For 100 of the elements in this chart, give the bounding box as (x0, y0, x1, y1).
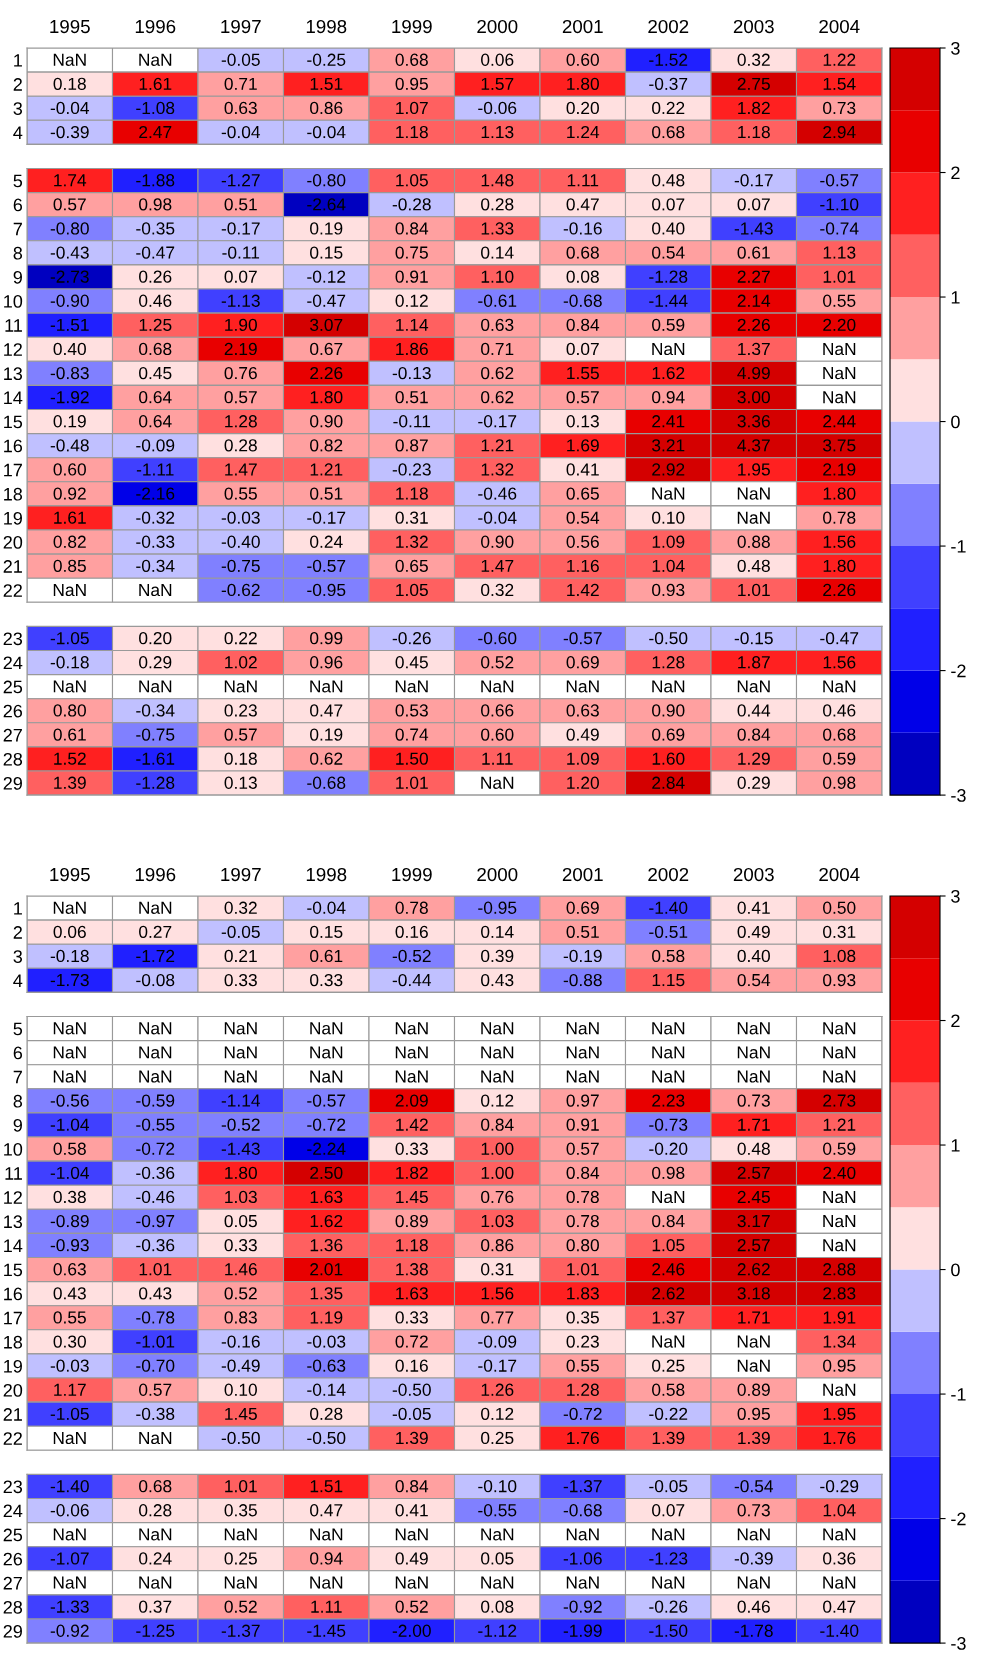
y-tick-label: 16 (4, 439, 23, 453)
data-label: -1.12 (478, 1624, 517, 1637)
data-label: 0.33 (395, 1311, 428, 1324)
data-label: 1.82 (738, 101, 770, 115)
color-bar-label: -1 (951, 540, 966, 553)
data-label: -1.43 (221, 1142, 260, 1155)
text: NaN (139, 1528, 172, 1541)
data-label: 0.20 (139, 632, 172, 645)
y-tick-label: 18 (4, 487, 23, 501)
text: NaN (823, 367, 856, 380)
text: NaN (481, 1070, 514, 1083)
data-label: 0.50 (823, 901, 856, 914)
data-label: 0.57 (566, 391, 599, 404)
data-label: -0.28 (392, 198, 431, 211)
data-label: 0.78 (566, 1214, 599, 1228)
data-label: 0.89 (395, 1214, 428, 1228)
data-label: 0.82 (53, 535, 86, 548)
text: NaN (139, 1432, 172, 1445)
data-label: 0.54 (566, 511, 600, 524)
data-label: -1.99 (563, 1624, 602, 1637)
data-label: 0.51 (310, 487, 343, 500)
data-label: -1.27 (221, 174, 260, 187)
data-label: 0.46 (823, 704, 856, 717)
data-label: -0.47 (307, 294, 346, 307)
text: NaN (823, 1215, 856, 1228)
data-label: 0.78 (395, 901, 428, 914)
y-tick-label: 10 (4, 294, 23, 308)
text: NaN (310, 1576, 343, 1589)
data-label: 1.28 (567, 1383, 599, 1396)
data-label: 1.76 (823, 1431, 856, 1445)
data-label: 1.62 (310, 1214, 343, 1228)
data-label: 0.21 (224, 949, 257, 963)
data-label: -0.56 (50, 1094, 89, 1107)
data-label: 0.52 (395, 1600, 428, 1613)
text: NaN (53, 1046, 86, 1059)
data-label: 0.56 (566, 535, 599, 548)
data-label: 0.58 (652, 949, 685, 963)
data-label: 0.68 (139, 1480, 172, 1493)
data-label: -0.74 (820, 222, 859, 235)
data-label: 1.37 (738, 342, 770, 356)
data-label: 3.75 (823, 439, 856, 452)
text: NaN (224, 1070, 257, 1083)
text: NaN (566, 1528, 599, 1541)
data-label: 1.48 (481, 174, 514, 187)
text: NaN (53, 680, 86, 693)
y-tick-label: 22 (3, 584, 22, 597)
y-tick-label: 21 (3, 1408, 22, 1421)
y-tick-label: 12 (4, 1191, 22, 1204)
text: NaN (652, 487, 685, 500)
data-label: 0.85 (53, 559, 86, 573)
data-label: 0.22 (652, 101, 685, 115)
data-label: 0.53 (395, 704, 428, 717)
y-tick-label: 29 (3, 776, 22, 790)
data-label: 0.37 (139, 1600, 172, 1613)
data-label: 0.14 (481, 925, 514, 939)
data-label: 1.39 (652, 1431, 685, 1445)
data-label: 1.60 (652, 752, 685, 765)
data-label: -0.23 (392, 463, 431, 476)
data-label: 0.92 (53, 487, 86, 500)
y-tick-label: 10 (4, 1142, 23, 1156)
data-label: 0.43 (139, 1287, 172, 1300)
data-label: 3.00 (737, 391, 770, 404)
data-label: -1.61 (136, 752, 175, 765)
text: NaN (139, 584, 172, 597)
x-tick-label: 2003 (733, 19, 774, 34)
text: NaN (823, 391, 856, 404)
data-label: -0.10 (478, 1480, 517, 1493)
data-label: 1.63 (396, 1287, 428, 1300)
data-label: 0.41 (737, 901, 770, 914)
data-label: 0.78 (566, 1190, 599, 1204)
data-label: 0.28 (139, 1504, 172, 1517)
data-label: 0.27 (139, 925, 172, 939)
data-label: 1.61 (139, 77, 172, 91)
data-label: 0.98 (139, 198, 172, 211)
data-label: 0.28 (224, 439, 257, 452)
data-label: -0.50 (221, 1431, 260, 1445)
data-label: 0.69 (652, 728, 685, 741)
data-label: 0.45 (395, 656, 428, 669)
text: NaN (53, 1576, 86, 1589)
data-label: 0.76 (224, 366, 257, 380)
data-label: 1.05 (652, 1239, 685, 1252)
data-label: 1.13 (823, 246, 856, 259)
data-label: 0.07 (737, 198, 770, 211)
data-label: 0.29 (737, 776, 770, 789)
data-label: 2.26 (737, 318, 770, 332)
data-label: -2.16 (136, 487, 175, 500)
data-label: -0.05 (649, 1480, 688, 1493)
data-label: 4.37 (737, 439, 770, 452)
data-label: 0.15 (310, 246, 343, 259)
y-tick-label: 27 (3, 1576, 22, 1590)
text: NaN (53, 53, 86, 66)
data-label: 1.32 (481, 463, 514, 476)
data-label: 0.90 (652, 704, 685, 717)
data-label: 0.05 (481, 1552, 514, 1565)
x-tick-label: 1998 (306, 19, 347, 34)
text: NaN (224, 1528, 257, 1541)
data-label: 0.47 (566, 198, 599, 211)
data-label: 0.52 (224, 1600, 257, 1613)
y-tick-label: 19 (4, 1359, 22, 1373)
x-tick-label: 1997 (221, 19, 261, 34)
